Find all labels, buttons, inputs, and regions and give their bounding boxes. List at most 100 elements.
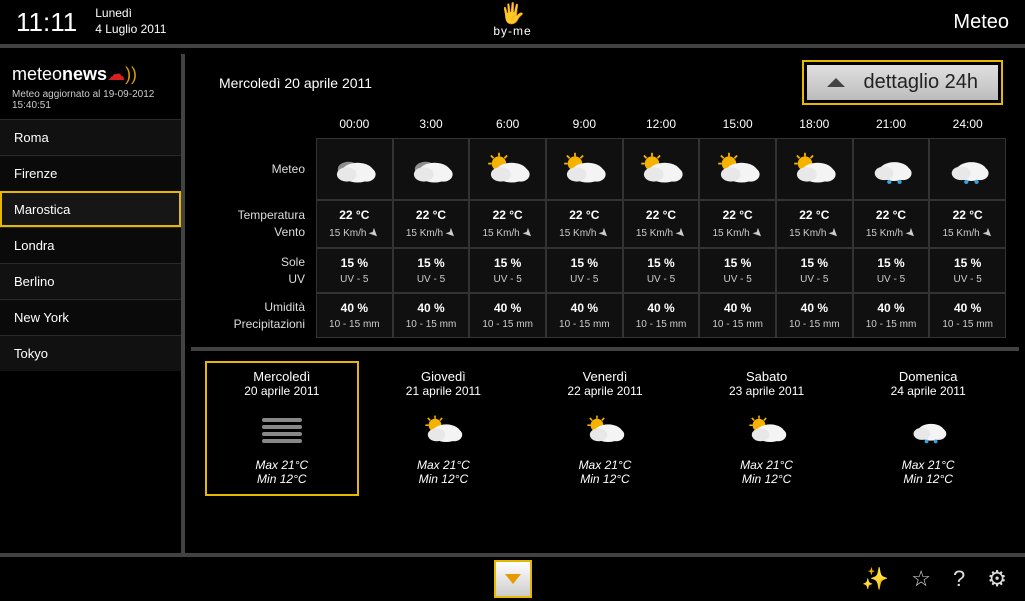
sidebar-item-tokyo[interactable]: Tokyo [0,335,181,371]
day-min: Min 12°C [903,472,952,486]
home-button[interactable] [496,562,530,596]
hour-header: 6:00 [470,113,545,137]
sidebar-item-roma[interactable]: Roma [0,119,181,155]
hour-hum-cell: 40 %10 - 15 mm [470,294,545,337]
hour-hum-cell: 40 %10 - 15 mm [547,294,622,337]
hour-temp-cell: 22 °C15 Km/h ➤ [700,201,775,247]
daily-forecast: Mercoledì20 aprile 2011Max 21°CMin 12°CG… [191,351,1019,506]
weather-icon [262,408,302,452]
hour-header: 9:00 [547,113,622,137]
day-max: Max 21°C [255,458,308,472]
sidebar-item-berlino[interactable]: Berlino [0,263,181,299]
day-min: Min 12°C [580,472,629,486]
day-name: Sabato [746,369,787,384]
day-card[interactable]: Venerdì22 aprile 2011Max 21°CMin 12°C [528,361,682,496]
day-min: Min 12°C [742,472,791,486]
hour-sun-cell: 15 %UV - 5 [317,249,392,292]
hour-sun-cell: 15 %UV - 5 [470,249,545,292]
star-icon[interactable]: ☆ [911,566,931,592]
hour-meteo-cell [547,139,622,199]
sidebar-item-marostica[interactable]: Marostica [0,191,181,227]
day-date: 22 aprile 2011 [567,384,642,398]
detail-date: Mercoledì 20 aprile 2011 [219,75,372,91]
day-date: 23 aprile 2011 [729,384,804,398]
day-max: Max 21°C [740,458,793,472]
full-date: 4 Luglio 2011 [95,22,166,38]
day-name: Giovedì [421,369,466,384]
chevron-down-icon [505,574,521,584]
brand-logo: 🖐 by-me [493,4,531,38]
wind-arrow-icon: ➤ [365,223,385,243]
weather-icon [906,408,950,452]
weather-icon [866,144,916,194]
day-max: Max 21°C [417,458,470,472]
hourly-panel: 00:003:006:009:0012:0015:0018:0021:0024:… [191,113,1019,351]
app-title: Meteo [953,11,1009,34]
hour-hum-cell: 40 %10 - 15 mm [930,294,1005,337]
day-card[interactable]: Domenica24 aprile 2011Max 21°CMin 12°C [851,361,1005,496]
sidebar-item-firenze[interactable]: Firenze [0,155,181,191]
hour-sun-cell: 15 %UV - 5 [700,249,775,292]
hour-sun-cell: 15 %UV - 5 [547,249,622,292]
hour-meteo-cell [700,139,775,199]
hour-temp-cell: 22 °C15 Km/h ➤ [470,201,545,247]
hour-hum-cell: 40 %10 - 15 mm [394,294,469,337]
sidebar-item-new-york[interactable]: New York [0,299,181,335]
hour-sun-cell: 15 %UV - 5 [854,249,929,292]
wind-arrow-icon: ➤ [748,223,768,243]
hour-hum-cell: 40 %10 - 15 mm [700,294,775,337]
hour-hum-cell: 40 %10 - 15 mm [317,294,392,337]
row-label-meteo: Meteo [205,139,315,199]
meteonews-logo: meteonews☁)) [0,54,181,89]
hour-meteo-cell [470,139,545,199]
hour-hum-cell: 40 %10 - 15 mm [777,294,852,337]
hour-meteo-cell [394,139,469,199]
hour-temp-cell: 22 °C15 Km/h ➤ [930,201,1005,247]
weather-icon [559,144,609,194]
hour-sun-cell: 15 %UV - 5 [624,249,699,292]
hour-header: 24:00 [930,113,1005,137]
bottom-bar: ✨ ☆ ? ⚙ [0,553,1025,601]
hour-meteo-cell [624,139,699,199]
hour-meteo-cell [854,139,929,199]
sidebar-item-londra[interactable]: Londra [0,227,181,263]
date-block: Lunedì 4 Luglio 2011 [95,6,166,37]
gear-icon[interactable]: ⚙ [987,566,1007,592]
wind-arrow-icon: ➤ [671,223,691,243]
cloud-icon: ☁ [107,64,125,84]
clock: 11:11 [16,7,77,38]
row-label-temp-wind: TemperaturaVento [205,201,315,247]
sidebar: meteonews☁)) Meteo aggiornato al 19-09-2… [0,54,185,553]
weekday: Lunedì [95,6,166,22]
hour-header: 12:00 [624,113,699,137]
weather-icon [943,144,993,194]
hour-hum-cell: 40 %10 - 15 mm [854,294,929,337]
updated-label: Meteo aggiornato al 19-09-2012 15:40:51 [0,89,181,119]
weather-icon [789,144,839,194]
day-date: 20 aprile 2011 [244,384,319,398]
weather-icon [329,144,379,194]
help-icon[interactable]: ? [953,566,965,592]
hour-temp-cell: 22 °C15 Km/h ➤ [777,201,852,247]
wind-arrow-icon: ➤ [441,223,461,243]
brand-text: by-me [493,24,531,38]
wind-arrow-icon: ➤ [595,223,615,243]
hour-header: 15:00 [700,113,775,137]
hour-sun-cell: 15 %UV - 5 [394,249,469,292]
row-label-hum-precip: UmiditàPrecipitazioni [205,294,315,337]
hour-meteo-cell [777,139,852,199]
hour-temp-cell: 22 °C15 Km/h ➤ [854,201,929,247]
hand-icon: 🖐 [493,4,531,24]
day-card[interactable]: Giovedì21 aprile 2011Max 21°CMin 12°C [367,361,521,496]
content: Mercoledì 20 aprile 2011 dettaglio 24h 0… [191,54,1025,553]
day-max: Max 21°C [579,458,632,472]
magic-wand-icon[interactable]: ✨ [862,566,889,592]
hour-header: 00:00 [317,113,392,137]
day-card[interactable]: Mercoledì20 aprile 2011Max 21°CMin 12°C [205,361,359,496]
day-min: Min 12°C [419,472,468,486]
hour-sun-cell: 15 %UV - 5 [777,249,852,292]
day-date: 24 aprile 2011 [891,384,966,398]
city-list: RomaFirenzeMarosticaLondraBerlinoNew Yor… [0,119,181,371]
day-card[interactable]: Sabato23 aprile 2011 Max 21°CMin 12°C [690,361,844,496]
dettaglio-24h-button[interactable]: dettaglio 24h [806,64,999,101]
